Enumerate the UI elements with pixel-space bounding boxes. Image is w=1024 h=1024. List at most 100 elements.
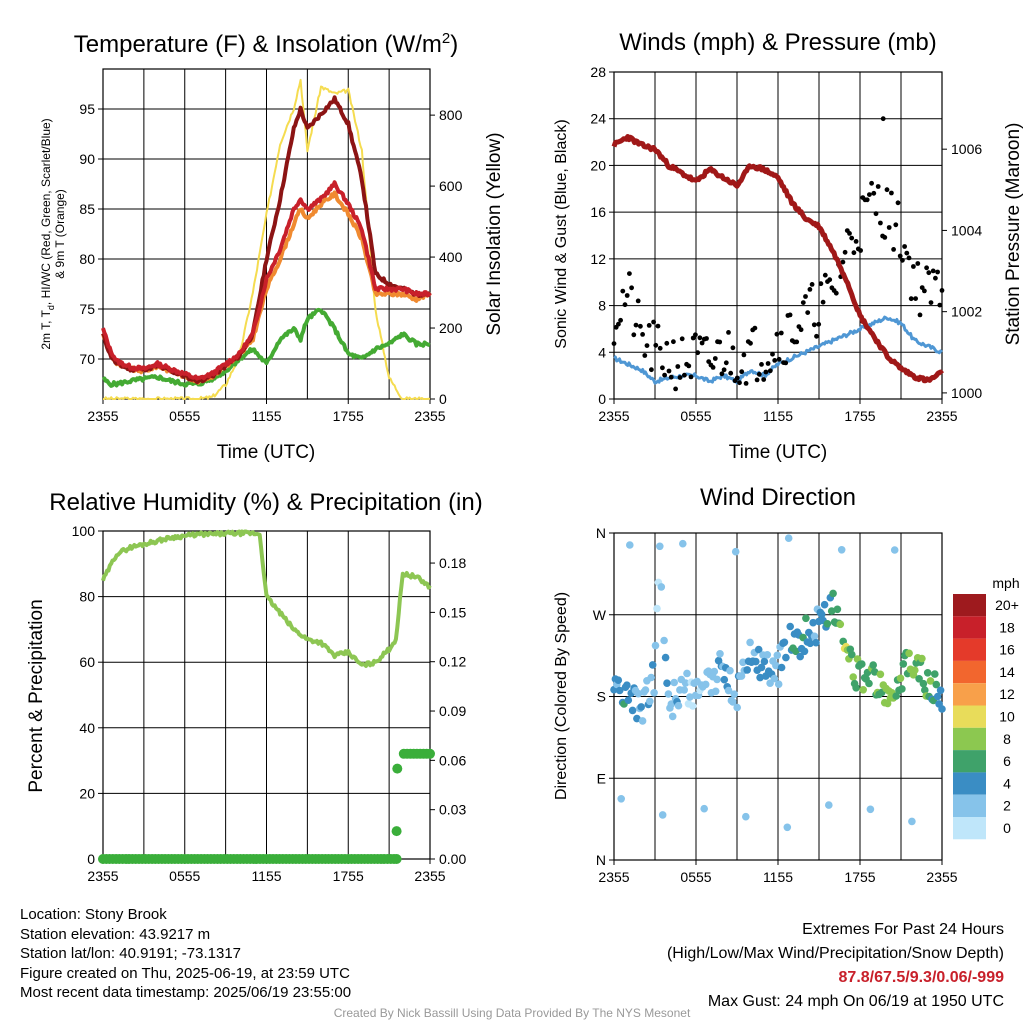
direction-point (890, 546, 899, 554)
wind-ytick-label: 0 (598, 391, 606, 407)
dir-ytick-label: N (596, 525, 606, 541)
gust-point (849, 235, 855, 241)
direction-point (660, 636, 668, 645)
temp-ytick-label: 75 (79, 301, 95, 317)
gust-point (800, 300, 806, 305)
direction-point (792, 647, 800, 656)
gust-point (884, 187, 890, 193)
temp-ylabel: 2m T, Td, HI/WC (Red, Green, Scarlet/Blu… (39, 118, 56, 349)
direction-point (905, 649, 913, 658)
rh-y2tick-label: 0.03 (439, 802, 466, 818)
temp-ylabel-rest: , HI/WC (Red, Green, Scarlet/Blue) (39, 118, 53, 305)
direction-point (918, 654, 926, 663)
gust-point (657, 345, 663, 351)
colorbar-swatch (953, 638, 986, 661)
direction-point (651, 641, 660, 650)
gust-point (622, 302, 628, 308)
gust-point (761, 377, 767, 382)
gust-point (611, 341, 617, 346)
dir-xtick-label: 2355 (926, 869, 957, 885)
direction-point (774, 680, 783, 688)
direction-point (921, 686, 929, 694)
gust-point (889, 190, 894, 196)
extremes-box: Extremes For Past 24 Hours (High/Low/Max… (667, 918, 1004, 1014)
recent-text: Most recent data timestamp: 2025/06/19 2… (20, 984, 352, 1001)
colorbar-label: 12 (999, 686, 1015, 702)
direction-point (641, 686, 650, 694)
wind-xtick-label: 2355 (926, 408, 957, 424)
direction-point (754, 645, 763, 654)
gust-point (851, 250, 857, 256)
gust-point (774, 331, 780, 337)
wind-y2tick-label: 1004 (951, 222, 982, 238)
dir-ylabel: Direction (Colored By Speed) (553, 592, 570, 800)
gust-point (878, 220, 883, 226)
direction-point (777, 663, 786, 672)
rh-ytick-label: 60 (79, 654, 95, 670)
gust-point (638, 323, 643, 329)
direction-point (743, 666, 751, 674)
direction-point (746, 638, 754, 647)
dir-xtick-label: 1755 (844, 869, 875, 885)
rh-y2tick-label: 0.00 (439, 851, 466, 867)
gust-point (666, 368, 672, 374)
gust-point (737, 380, 742, 386)
gust-point (660, 365, 665, 371)
gust-point (635, 298, 641, 304)
colorbar-label: 8 (1003, 731, 1011, 747)
wind-panel-title: Winds (mph) & Pressure (mb) (619, 29, 936, 56)
gust-point (671, 339, 676, 345)
gust-point (930, 268, 936, 274)
gust-point (679, 336, 685, 342)
direction-point (658, 811, 667, 819)
direction-point (737, 672, 746, 680)
direction-point (752, 657, 760, 666)
gust-point (723, 360, 729, 366)
direction-point (911, 666, 919, 674)
direction-point (896, 674, 905, 683)
direction-point (730, 690, 739, 698)
direction-point (720, 675, 729, 684)
gust-point (906, 255, 912, 261)
wind-xtick-label: 0555 (680, 408, 711, 424)
direction-point (626, 541, 634, 549)
gust-point (922, 288, 927, 294)
rh-y2tick-label: 0.18 (439, 555, 466, 571)
gust-point (767, 368, 773, 374)
temp-ylabel-subscript: d (46, 305, 56, 310)
gust-point (900, 257, 905, 263)
direction-point (829, 589, 837, 598)
direction-point (849, 673, 857, 681)
direction-point (796, 652, 804, 661)
gust-point (895, 200, 901, 206)
colorbar-swatch (953, 594, 986, 617)
direction-point (628, 706, 637, 715)
gust-point (917, 312, 923, 318)
wind-xtick-label: 1155 (763, 408, 793, 424)
temp-xtick-label: 1155 (251, 408, 281, 424)
wind-ytick-label: 28 (590, 64, 606, 80)
colorbar-swatch (953, 683, 986, 706)
gust-point (686, 363, 692, 369)
direction-point (827, 607, 836, 615)
colorbar-label: 6 (1003, 753, 1011, 769)
max-gust-point (880, 116, 886, 122)
direction-point (724, 686, 733, 695)
dir-ytick-label: E (597, 770, 606, 786)
gust-point (882, 235, 888, 240)
direction-point (770, 674, 779, 683)
temp-title-superscript: 2 (442, 30, 450, 47)
direction-point (870, 668, 879, 676)
gust-point (752, 325, 758, 331)
direction-point (653, 604, 661, 613)
created-text: Figure created on Thu, 2025-06-19, at 23… (20, 964, 350, 982)
direction-point (681, 679, 690, 687)
gust-point (798, 327, 804, 333)
gust-point (677, 375, 683, 380)
max-gust-text: Max Gust: 24 mph On 06/19 at 1950 UTC (707, 993, 1004, 1010)
direction-point (638, 717, 647, 725)
gust-point (939, 288, 945, 293)
colorbar-label: 20+ (995, 597, 1019, 613)
direction-point (899, 660, 908, 668)
direction-point (757, 663, 766, 672)
